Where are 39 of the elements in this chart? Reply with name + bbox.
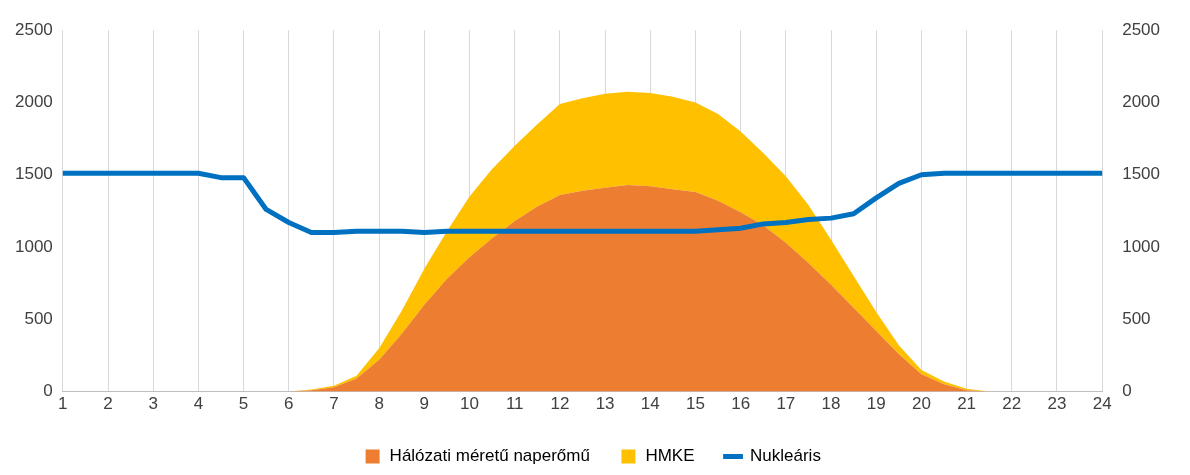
x-tick-label: 19 [866, 394, 886, 414]
x-tick-label: 11 [505, 394, 524, 414]
y-tick-label: 2500 [14, 19, 53, 39]
x-tick-label: 13 [595, 394, 615, 414]
x-tick-label: 20 [911, 394, 931, 414]
y-tick-label: 1000 [14, 236, 53, 256]
x-tick-label: 17 [776, 394, 796, 414]
y-tick-label: 2000 [14, 92, 53, 112]
y-tick-label: 1500 [14, 164, 53, 184]
x-tick-label: 22 [1002, 394, 1022, 414]
legend-label: HMKE [645, 446, 695, 466]
x-tick-label: 24 [1092, 394, 1112, 414]
x-tick-label: 7 [329, 394, 339, 414]
x-tick-label: 16 [731, 394, 751, 414]
x-tick-label: 15 [686, 394, 705, 414]
y2-tick-label: 1000 [1122, 236, 1161, 256]
x-tick-label: 3 [148, 394, 158, 414]
x-tick-label: 1 [58, 394, 68, 414]
x-tick-label: 4 [193, 394, 204, 414]
y2-tick-label: 500 [1122, 309, 1151, 329]
x-tick-label: 10 [460, 394, 479, 414]
x-tick-label: 6 [284, 394, 294, 414]
x-tick-label: 9 [419, 394, 430, 414]
x-tick-label: 23 [1047, 394, 1067, 414]
x-tick-label: 14 [640, 394, 660, 414]
y2-tick-label: 2000 [1122, 92, 1161, 112]
x-tick-label: 2 [103, 394, 113, 414]
x-tick-label: 12 [550, 394, 570, 414]
y-tick-label: 0 [43, 381, 53, 401]
y-tick-label: 500 [24, 309, 53, 329]
x-tick-label: 8 [374, 394, 384, 414]
y2-tick-label: 2500 [1122, 19, 1161, 39]
x-tick-label: 18 [821, 394, 841, 414]
y2-tick-label: 0 [1122, 381, 1132, 401]
y2-tick-label: 1500 [1122, 164, 1161, 184]
x-tick-label: 21 [957, 394, 977, 414]
legend-label: Nukleáris [750, 446, 821, 466]
x-tick-label: 5 [238, 394, 249, 414]
legend-label: Hálózati méretű naperőmű [389, 446, 590, 466]
